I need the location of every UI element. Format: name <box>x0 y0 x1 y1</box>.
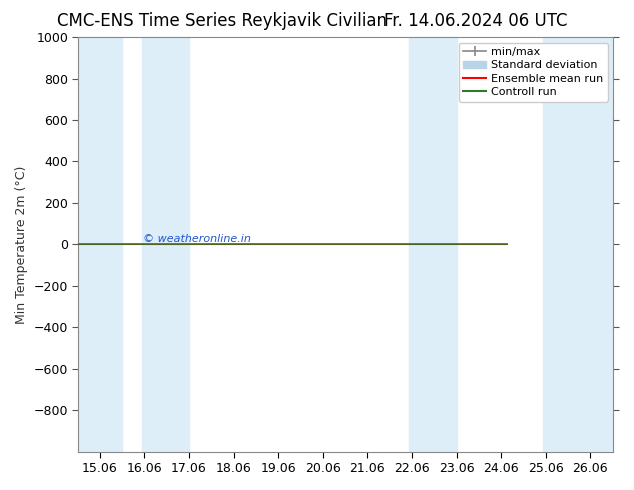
Bar <box>590 37 632 452</box>
Bar <box>543 37 590 452</box>
Legend: min/max, Standard deviation, Ensemble mean run, Controll run: min/max, Standard deviation, Ensemble me… <box>459 43 608 101</box>
Bar <box>79 37 122 452</box>
Y-axis label: Min Temperature 2m (°C): Min Temperature 2m (°C) <box>15 165 28 323</box>
Text: CMC-ENS Time Series Reykjavik Civilian: CMC-ENS Time Series Reykjavik Civilian <box>57 12 387 30</box>
Text: © weatheronline.in: © weatheronline.in <box>143 234 250 245</box>
Bar <box>142 37 189 452</box>
Bar <box>410 37 456 452</box>
Text: Fr. 14.06.2024 06 UTC: Fr. 14.06.2024 06 UTC <box>384 12 567 30</box>
